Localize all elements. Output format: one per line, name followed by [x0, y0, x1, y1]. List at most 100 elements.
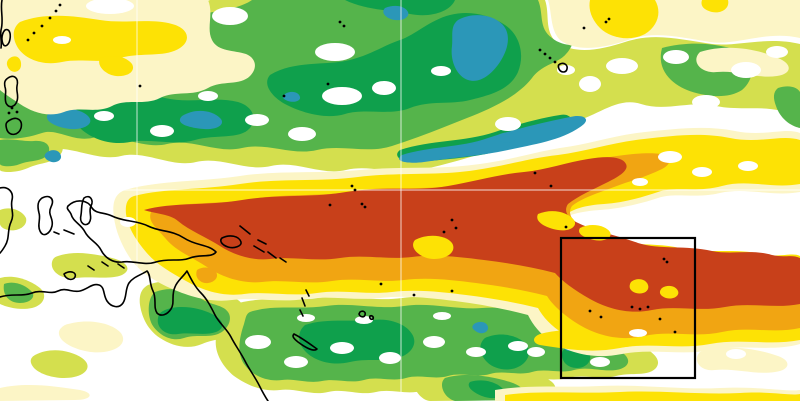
contour-yellow-accents — [659, 285, 679, 299]
island-dot — [450, 289, 454, 293]
coastline — [63, 229, 75, 235]
white-hole — [431, 66, 451, 76]
white-hole — [731, 62, 761, 78]
white-hole — [658, 151, 682, 163]
contour-red-core — [144, 157, 800, 312]
island-dot — [10, 106, 14, 110]
island-dot — [588, 309, 592, 313]
island-dot — [630, 305, 634, 309]
island-dot — [638, 307, 642, 311]
white-hole — [245, 335, 271, 349]
coastline — [368, 314, 375, 321]
island-dot — [282, 94, 286, 98]
contour-cream-fields — [696, 47, 789, 77]
white-hole — [297, 314, 315, 322]
coastline — [257, 239, 267, 245]
white-hole — [766, 46, 788, 58]
white-hole — [53, 36, 71, 44]
contour-yellow-fields — [13, 15, 187, 64]
white-hole — [94, 111, 114, 121]
white-hole — [738, 161, 758, 171]
contour-teal-cores — [495, 132, 517, 143]
island-dot — [353, 188, 357, 192]
white-hole — [284, 356, 308, 368]
island-dot — [582, 26, 586, 30]
white-hole — [245, 114, 269, 126]
contour-teal-cores — [472, 321, 489, 334]
contour-yellow-accents — [579, 225, 611, 241]
white-hole — [423, 336, 445, 348]
coastline — [0, 270, 269, 401]
contour-cream-fields — [58, 321, 124, 353]
island-dot — [26, 38, 30, 42]
island-dot — [658, 317, 662, 321]
island-dot — [549, 184, 553, 188]
white-hole — [726, 349, 746, 359]
white-hole — [632, 178, 648, 186]
contour-dgreen-cores — [157, 307, 223, 335]
island-dot — [543, 52, 547, 56]
white-hole — [579, 76, 601, 92]
coastline — [358, 310, 366, 318]
contour-amber-fields — [196, 267, 218, 284]
coastline — [66, 200, 217, 265]
island-dot — [412, 293, 416, 297]
contour-teal-cores — [451, 15, 508, 81]
island-dot — [599, 315, 603, 319]
island-dot — [342, 24, 346, 28]
white-hole — [606, 58, 638, 74]
island-dot — [15, 110, 19, 114]
white-hole — [692, 167, 712, 177]
island-dot — [363, 205, 367, 209]
island-dot — [442, 230, 446, 234]
coastline — [0, 0, 3, 49]
coastline — [117, 263, 125, 269]
island-dot — [379, 282, 383, 286]
coastline — [1, 28, 12, 47]
coastline — [239, 225, 251, 235]
coastline — [267, 251, 277, 259]
island-dot — [328, 203, 332, 207]
island-dot — [138, 84, 142, 88]
white-hole — [692, 95, 720, 109]
contour-yellow-fields — [701, 0, 729, 13]
island-dot — [7, 111, 11, 115]
coastline — [299, 309, 304, 317]
white-hole — [495, 117, 521, 131]
white-hole — [330, 342, 354, 354]
coastline — [53, 231, 60, 235]
contour-ygreen-fields — [30, 350, 88, 378]
island-dot — [553, 60, 557, 64]
coastline — [79, 195, 93, 226]
island-dot — [538, 48, 542, 52]
island-dot — [450, 218, 454, 222]
white-hole — [150, 125, 174, 137]
coastline — [37, 195, 54, 236]
island-dot — [548, 56, 552, 60]
coastline — [292, 333, 318, 351]
contour-ygreen-fields — [0, 208, 27, 231]
island-dot — [350, 184, 354, 188]
contour-green-fields — [773, 86, 800, 128]
contour-green-fields — [0, 139, 50, 167]
contour-teal-cores — [282, 91, 301, 102]
white-hole — [322, 87, 362, 105]
island-dot — [454, 226, 458, 230]
island-dot — [338, 20, 342, 24]
contour-green-fields — [3, 282, 34, 303]
island-dot — [604, 20, 608, 24]
contour-yellow-fields — [589, 0, 659, 39]
coastline — [0, 186, 14, 254]
white-hole — [433, 312, 451, 320]
coastline — [63, 271, 77, 281]
island-dot — [48, 16, 52, 20]
contour-teal-cores — [383, 5, 409, 21]
white-hole — [315, 43, 355, 61]
island-dot — [40, 24, 44, 28]
island-dot — [646, 305, 650, 309]
coastline — [87, 265, 95, 271]
contour-teal-cores — [179, 110, 223, 130]
white-hole — [663, 50, 689, 64]
